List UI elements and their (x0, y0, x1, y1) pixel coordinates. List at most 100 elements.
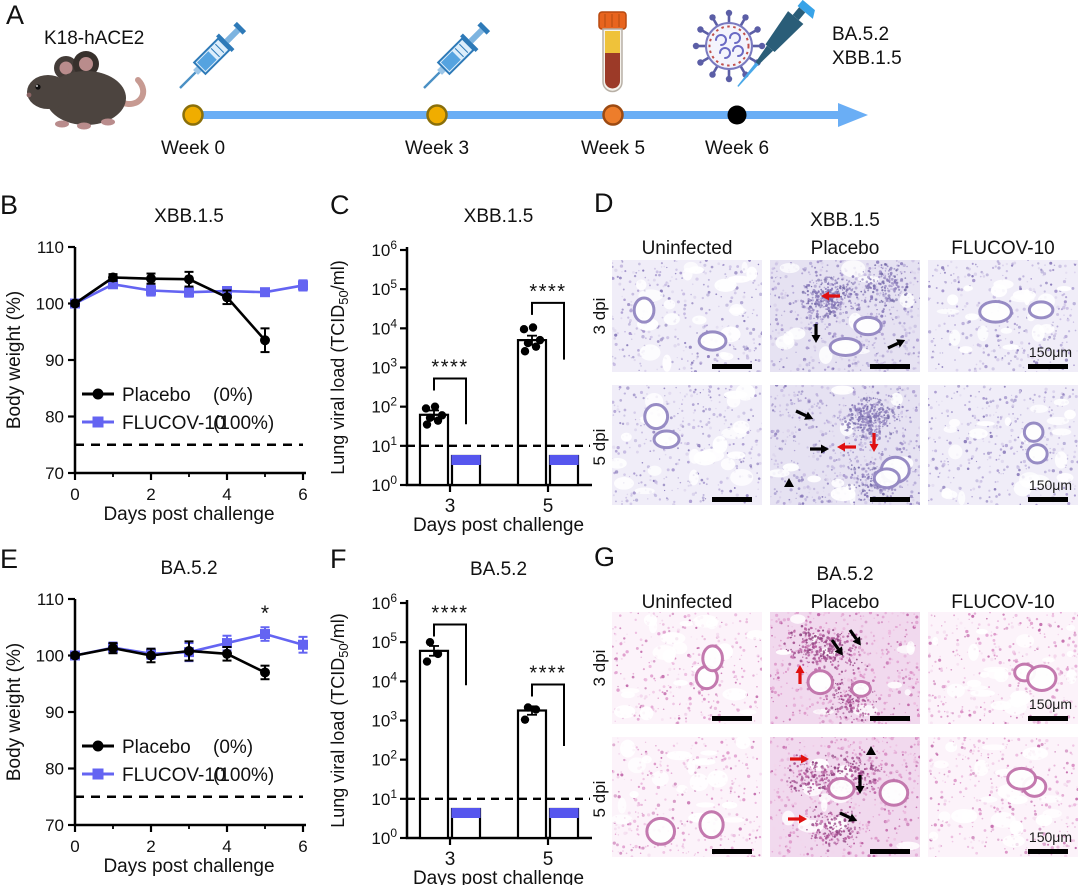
virus-icon (693, 10, 765, 82)
svg-text:****: **** (431, 356, 468, 378)
scale-bar (870, 497, 910, 502)
svg-text:BA.5.2: BA.5.2 (160, 558, 217, 579)
svg-text:101: 101 (371, 787, 397, 809)
scale-bar (1028, 716, 1068, 721)
svg-text:101: 101 (371, 434, 397, 456)
timeline-week5-label: Week 5 (563, 138, 663, 160)
challenge-strain-2: XBB.1.5 (832, 48, 902, 70)
svg-text:90: 90 (45, 351, 64, 370)
timeline-arrow-icon (838, 103, 868, 127)
svg-text:2: 2 (146, 485, 155, 504)
svg-text:106: 106 (371, 591, 397, 613)
svg-text:Body weight (%): Body weight (%) (4, 643, 25, 781)
panel-d-col-flucov: FLUCOV-10 (928, 238, 1078, 260)
svg-text:104: 104 (371, 669, 397, 691)
svg-text:****: **** (431, 603, 468, 625)
svg-text:6: 6 (298, 837, 307, 856)
svg-text:102: 102 (371, 748, 397, 770)
svg-text:4: 4 (222, 837, 231, 856)
week3-dot (428, 106, 447, 125)
panel-d-row-5dpi: 5 dpi (590, 407, 610, 487)
svg-text:103: 103 (371, 356, 397, 378)
svg-text:70: 70 (45, 464, 64, 483)
panel-g-row-5dpi: 5 dpi (590, 759, 610, 839)
svg-text:Body weight (%): Body weight (%) (4, 291, 25, 429)
svg-text:(100%): (100%) (213, 413, 274, 434)
svg-text:106: 106 (371, 238, 397, 260)
challenge-strain-1: BA.5.2 (832, 24, 889, 46)
syringe-icon (172, 19, 249, 96)
scale-bar-label: 150μm (1012, 344, 1072, 360)
svg-text:110: 110 (37, 590, 64, 609)
svg-text:(100%): (100%) (213, 765, 274, 786)
panel-d-col-placebo: Placebo (770, 238, 920, 260)
svg-text:BA.5.2: BA.5.2 (470, 559, 527, 580)
svg-text:105: 105 (371, 277, 397, 299)
svg-text:(0%): (0%) (213, 737, 253, 758)
week6-dot (728, 106, 747, 125)
svg-text:104: 104 (371, 316, 397, 338)
blood-tube-icon (599, 12, 626, 92)
svg-text:80: 80 (45, 760, 64, 779)
panel-d-row-3dpi: 3 dpi (590, 276, 610, 356)
histology-tile-g-5dpi-uninfected (612, 737, 762, 857)
svg-text:100: 100 (371, 826, 397, 848)
timeline-week0-label: Week 0 (143, 138, 243, 160)
legend-label: FLUCOV-10 (122, 413, 225, 434)
svg-text:80: 80 (45, 408, 64, 427)
body-weight-chart-ba52: BA.5.2Body weight (%)7080901001100 2 4 6Day… (0, 542, 330, 885)
svg-text:5: 5 (543, 496, 554, 517)
timeline-week3-label: Week 3 (387, 138, 487, 160)
svg-text:102: 102 (371, 395, 397, 417)
histology-tile-g-5dpi-placebo (770, 737, 920, 857)
scale-bar-label: 150μm (1012, 696, 1072, 712)
svg-text:100: 100 (371, 473, 397, 495)
svg-text:****: **** (529, 662, 566, 684)
histology-tile-g-3dpi-placebo (770, 612, 920, 724)
viral-load-chart-xbb15: XBB.1.5 Lung viral load (TCID50/ml) 100 101… (322, 190, 600, 542)
svg-text:Lung viral load (TCID50/ml): Lung viral load (TCID50/ml) (328, 613, 351, 828)
panel-g-row-3dpi: 3 dpi (590, 628, 610, 708)
scale-bar (712, 364, 752, 369)
panel-g-col-placebo: Placebo (770, 592, 920, 614)
svg-text:105: 105 (371, 630, 397, 652)
svg-text:0: 0 (70, 837, 79, 856)
svg-text:XBB.1.5: XBB.1.5 (154, 206, 224, 227)
panel-g-col-uninfected: Uninfected (612, 592, 762, 614)
panel-d-col-uninfected: Uninfected (612, 238, 762, 260)
svg-text:Days post challenge: Days post challenge (103, 856, 274, 877)
scale-bar (1028, 849, 1068, 854)
histology-tile-g-3dpi-uninfected (612, 612, 762, 724)
histology-tile-d-5dpi-placebo (770, 385, 920, 505)
svg-text:5: 5 (543, 849, 554, 870)
week5-dot (604, 106, 623, 125)
svg-text:4: 4 (222, 485, 231, 504)
timeline-week6-label: Week 6 (687, 138, 787, 160)
panel-d-title: XBB.1.5 (695, 210, 995, 232)
week0-dot (184, 106, 203, 125)
svg-text:2: 2 (146, 837, 155, 856)
svg-text:70: 70 (45, 816, 64, 835)
scale-bar (1028, 364, 1068, 369)
svg-text:100: 100 (36, 295, 64, 314)
scale-bar (870, 849, 910, 854)
viral-load-chart-ba52: BA.5.2 Lung viral load (TCID50/ml) 100 101 1… (322, 543, 600, 885)
scale-bar (870, 364, 910, 369)
svg-text:*: * (261, 602, 269, 625)
legend-label: Placebo (122, 385, 191, 406)
svg-text:Lung viral load (TCID50/ml): Lung viral load (TCID50/ml) (328, 260, 351, 475)
histology-tile-d-3dpi-placebo (770, 260, 920, 372)
figure-root: A K18-hACE2 (0, 0, 1080, 885)
histology-tile-d-3dpi-uninfected (612, 260, 762, 372)
svg-text:(0%): (0%) (213, 385, 253, 406)
timeline-axis (184, 103, 869, 127)
scale-bar (712, 849, 752, 854)
scale-bar (712, 497, 752, 502)
svg-text:Days post challenge: Days post challenge (103, 504, 274, 525)
scale-bar (1028, 497, 1068, 502)
svg-text:Days post challenge: Days post challenge (413, 515, 584, 536)
scale-bar (712, 716, 752, 721)
svg-text:103: 103 (371, 709, 397, 731)
scale-bar-label: 150μm (1012, 829, 1072, 845)
mouse-icon (27, 51, 144, 130)
